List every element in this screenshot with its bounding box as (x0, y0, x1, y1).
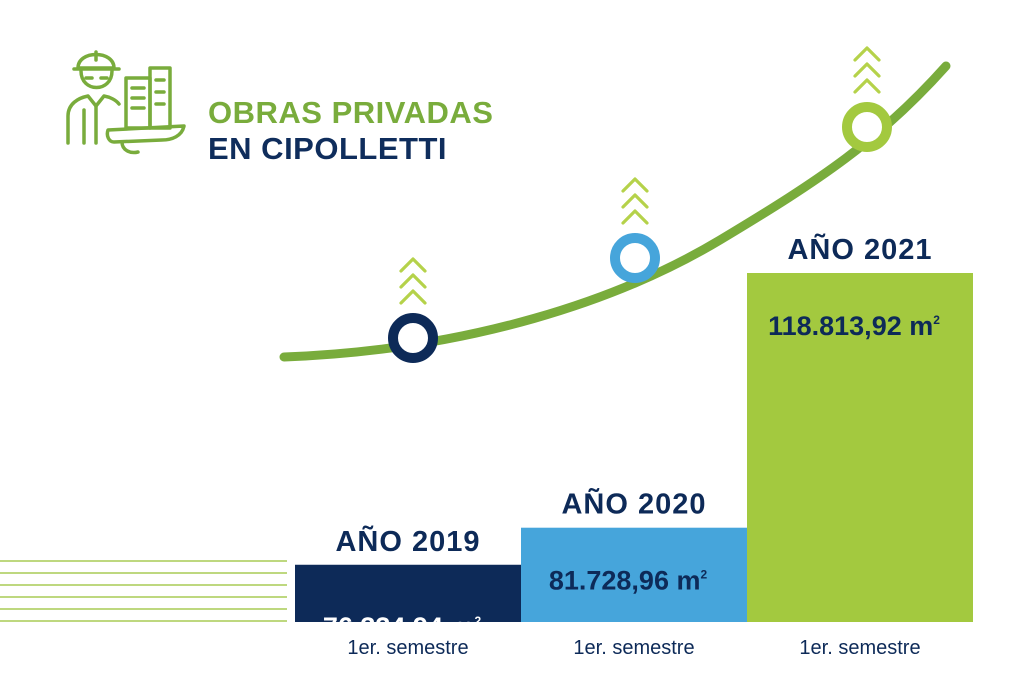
period-label: 1er. semestre (799, 637, 920, 659)
chevron-stroke (399, 273, 427, 289)
chevron-up-icon (399, 257, 427, 305)
data-label: 76.334,94 m2 (323, 612, 482, 642)
category-label: AÑO 2021 (787, 232, 932, 266)
bar (295, 564, 521, 622)
chevron-stroke (621, 177, 649, 193)
chevron-stroke (399, 257, 427, 273)
trend-marker (388, 313, 438, 363)
chart-title-line1: OBRAS PRIVADAS (208, 95, 494, 130)
category-label: AÑO 2020 (561, 487, 706, 521)
period-label: 1er. semestre (347, 637, 468, 659)
data-label: 118.813,92 m2 (768, 311, 940, 341)
data-label: 81.728,96 m2 (549, 566, 708, 596)
chevron-stroke (621, 209, 649, 225)
bar (747, 273, 973, 622)
chevron-stroke (853, 78, 881, 94)
chevron-up-icon (621, 177, 649, 225)
trend-marker (610, 233, 660, 283)
chart-title-line2: EN CIPOLLETTI (208, 131, 447, 166)
unit-superscript: 2 (933, 313, 940, 327)
bar (521, 527, 747, 622)
chevron-stroke (853, 62, 881, 78)
chevron-up-icon (853, 46, 881, 94)
trend-marker (842, 102, 892, 152)
chevron-stroke (853, 46, 881, 62)
chevron-stroke (621, 193, 649, 209)
chevron-stroke (399, 289, 427, 305)
unit-superscript: 2 (700, 568, 707, 582)
category-label: AÑO 2019 (335, 524, 480, 558)
period-label: 1er. semestre (573, 637, 694, 659)
construction-worker-icon (64, 38, 189, 163)
unit-superscript: 2 (474, 614, 481, 628)
